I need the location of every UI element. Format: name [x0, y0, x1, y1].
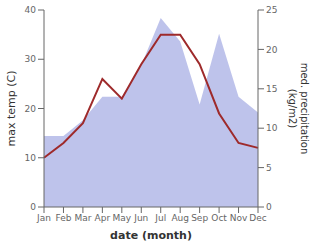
svg-text:20: 20 [25, 104, 37, 114]
svg-text:Mar: Mar [74, 213, 91, 223]
svg-text:Jul: Jul [154, 213, 166, 223]
svg-text:40: 40 [25, 5, 37, 15]
svg-text:Oct: Oct [211, 213, 227, 223]
svg-text:Dec: Dec [249, 213, 266, 223]
svg-text:(kg/m2): (kg/m2) [287, 89, 298, 129]
svg-text:30: 30 [25, 54, 37, 64]
svg-text:Aug: Aug [171, 213, 189, 223]
svg-text:May: May [113, 213, 132, 223]
svg-text:25: 25 [266, 5, 277, 15]
svg-text:Feb: Feb [55, 213, 71, 223]
svg-text:0: 0 [30, 202, 36, 212]
svg-text:0: 0 [266, 202, 272, 212]
svg-text:20: 20 [266, 45, 278, 55]
svg-text:10: 10 [25, 153, 37, 163]
svg-text:Jan: Jan [36, 213, 51, 223]
svg-text:15: 15 [266, 84, 277, 94]
svg-text:Jun: Jun [133, 213, 148, 223]
svg-text:Sep: Sep [191, 213, 208, 223]
svg-text:max temp (C): max temp (C) [8, 70, 18, 146]
svg-text:med. precipitation: med. precipitation [299, 63, 310, 155]
svg-text:10: 10 [266, 123, 278, 133]
svg-text:date (month): date (month) [110, 229, 192, 242]
svg-text:Nov: Nov [230, 213, 248, 223]
svg-text:Apr: Apr [95, 213, 111, 223]
svg-text:5: 5 [266, 163, 272, 173]
